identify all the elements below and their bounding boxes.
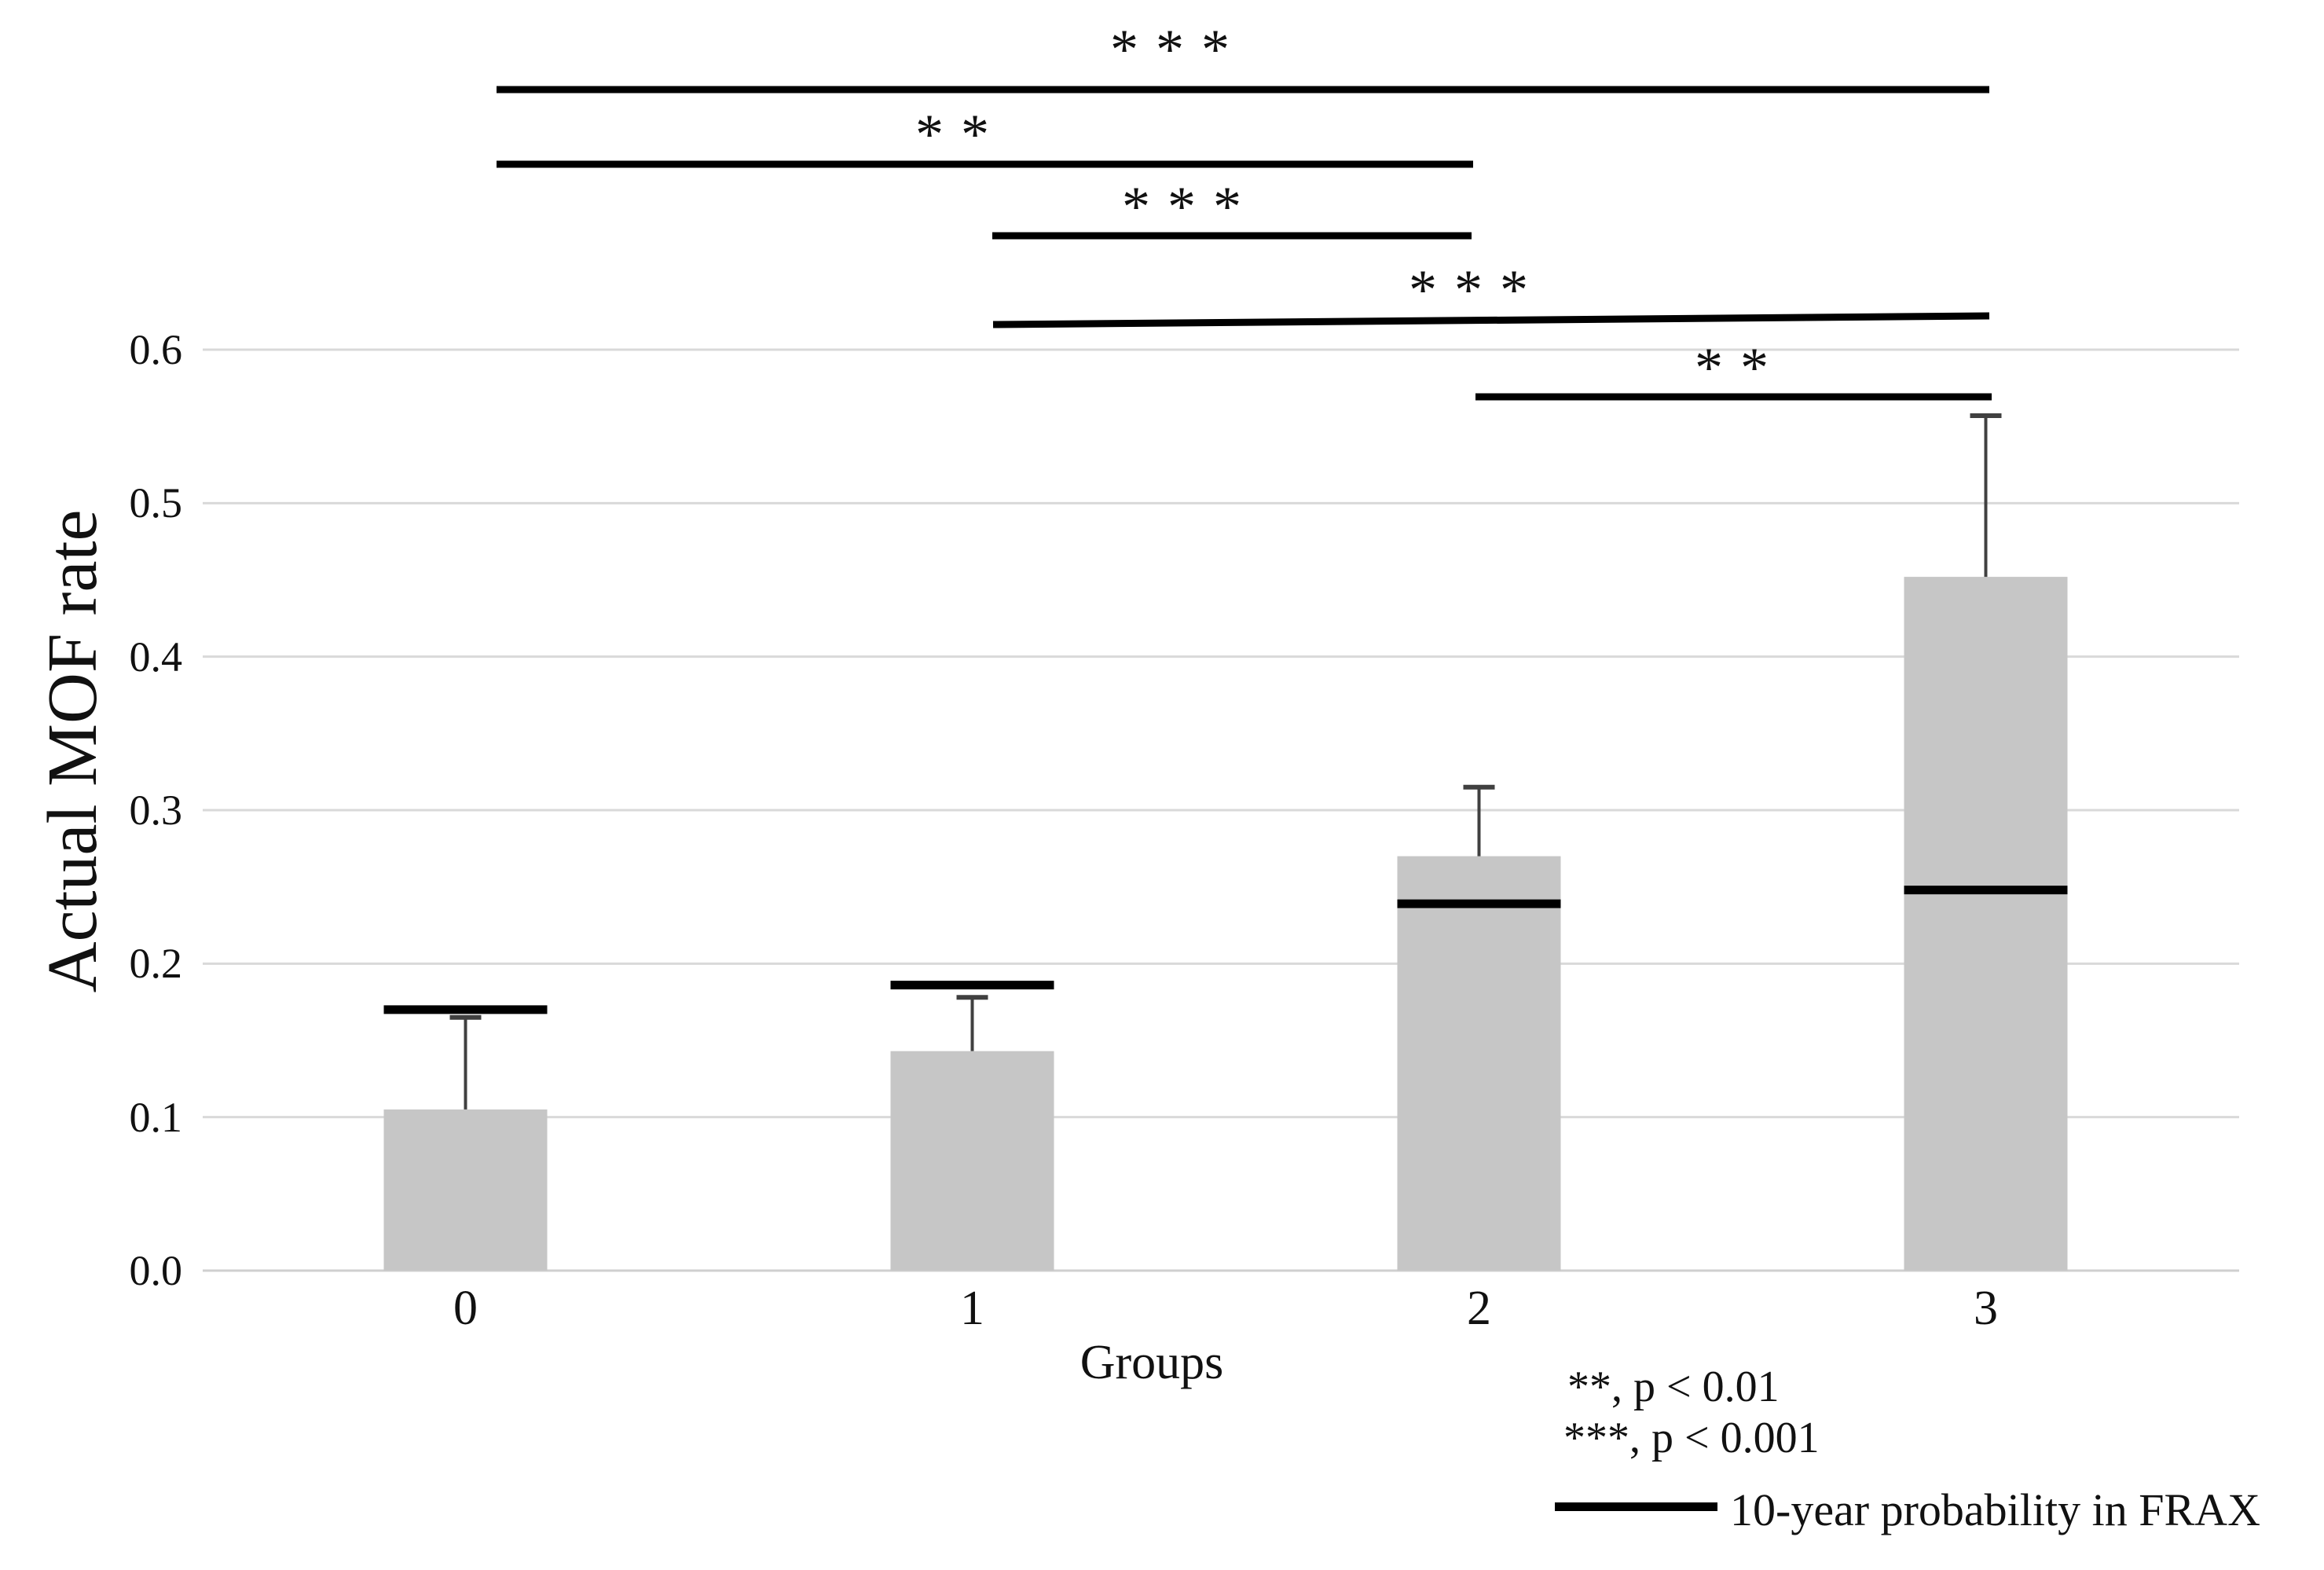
significance-stars: * * xyxy=(1695,336,1770,399)
y-tick-label: 0.6 xyxy=(129,326,183,373)
significance-stars: * * * xyxy=(1110,18,1231,81)
y-axis-title: Actual MOF rate xyxy=(34,509,112,993)
x-tick-label: 2 xyxy=(1467,1282,1491,1335)
bar xyxy=(383,1109,548,1271)
bar xyxy=(1904,577,2068,1271)
y-tick-label: 0.1 xyxy=(129,1093,183,1141)
frax-line-legend-swatch xyxy=(1555,1502,1717,1511)
x-tick-label: 1 xyxy=(960,1282,984,1335)
legend-p-0-01: **, p < 0.01 xyxy=(1567,1363,1780,1411)
x-axis-title: Groups xyxy=(1080,1336,1224,1389)
bar xyxy=(1397,856,1561,1271)
x-tick-label: 3 xyxy=(1974,1282,1998,1335)
y-tick-label: 0.3 xyxy=(129,787,183,834)
y-tick-label: 0.2 xyxy=(129,940,183,988)
significance-stars: * * xyxy=(915,103,991,166)
significance-stars: * * * xyxy=(1409,259,1530,321)
legend-p-0-001: ***, p < 0.001 xyxy=(1563,1414,1820,1462)
y-tick-label: 0.4 xyxy=(129,633,183,680)
significance-bracket xyxy=(992,312,1990,328)
frax-line-legend-label: 10-year probability in FRAX xyxy=(1730,1484,2260,1535)
x-tick-label: 0 xyxy=(453,1282,478,1335)
significance-stars: * * * xyxy=(1122,175,1243,238)
bar xyxy=(890,1051,1054,1271)
y-tick-label: 0.5 xyxy=(129,479,183,527)
y-tick-label: 0.0 xyxy=(129,1247,183,1294)
